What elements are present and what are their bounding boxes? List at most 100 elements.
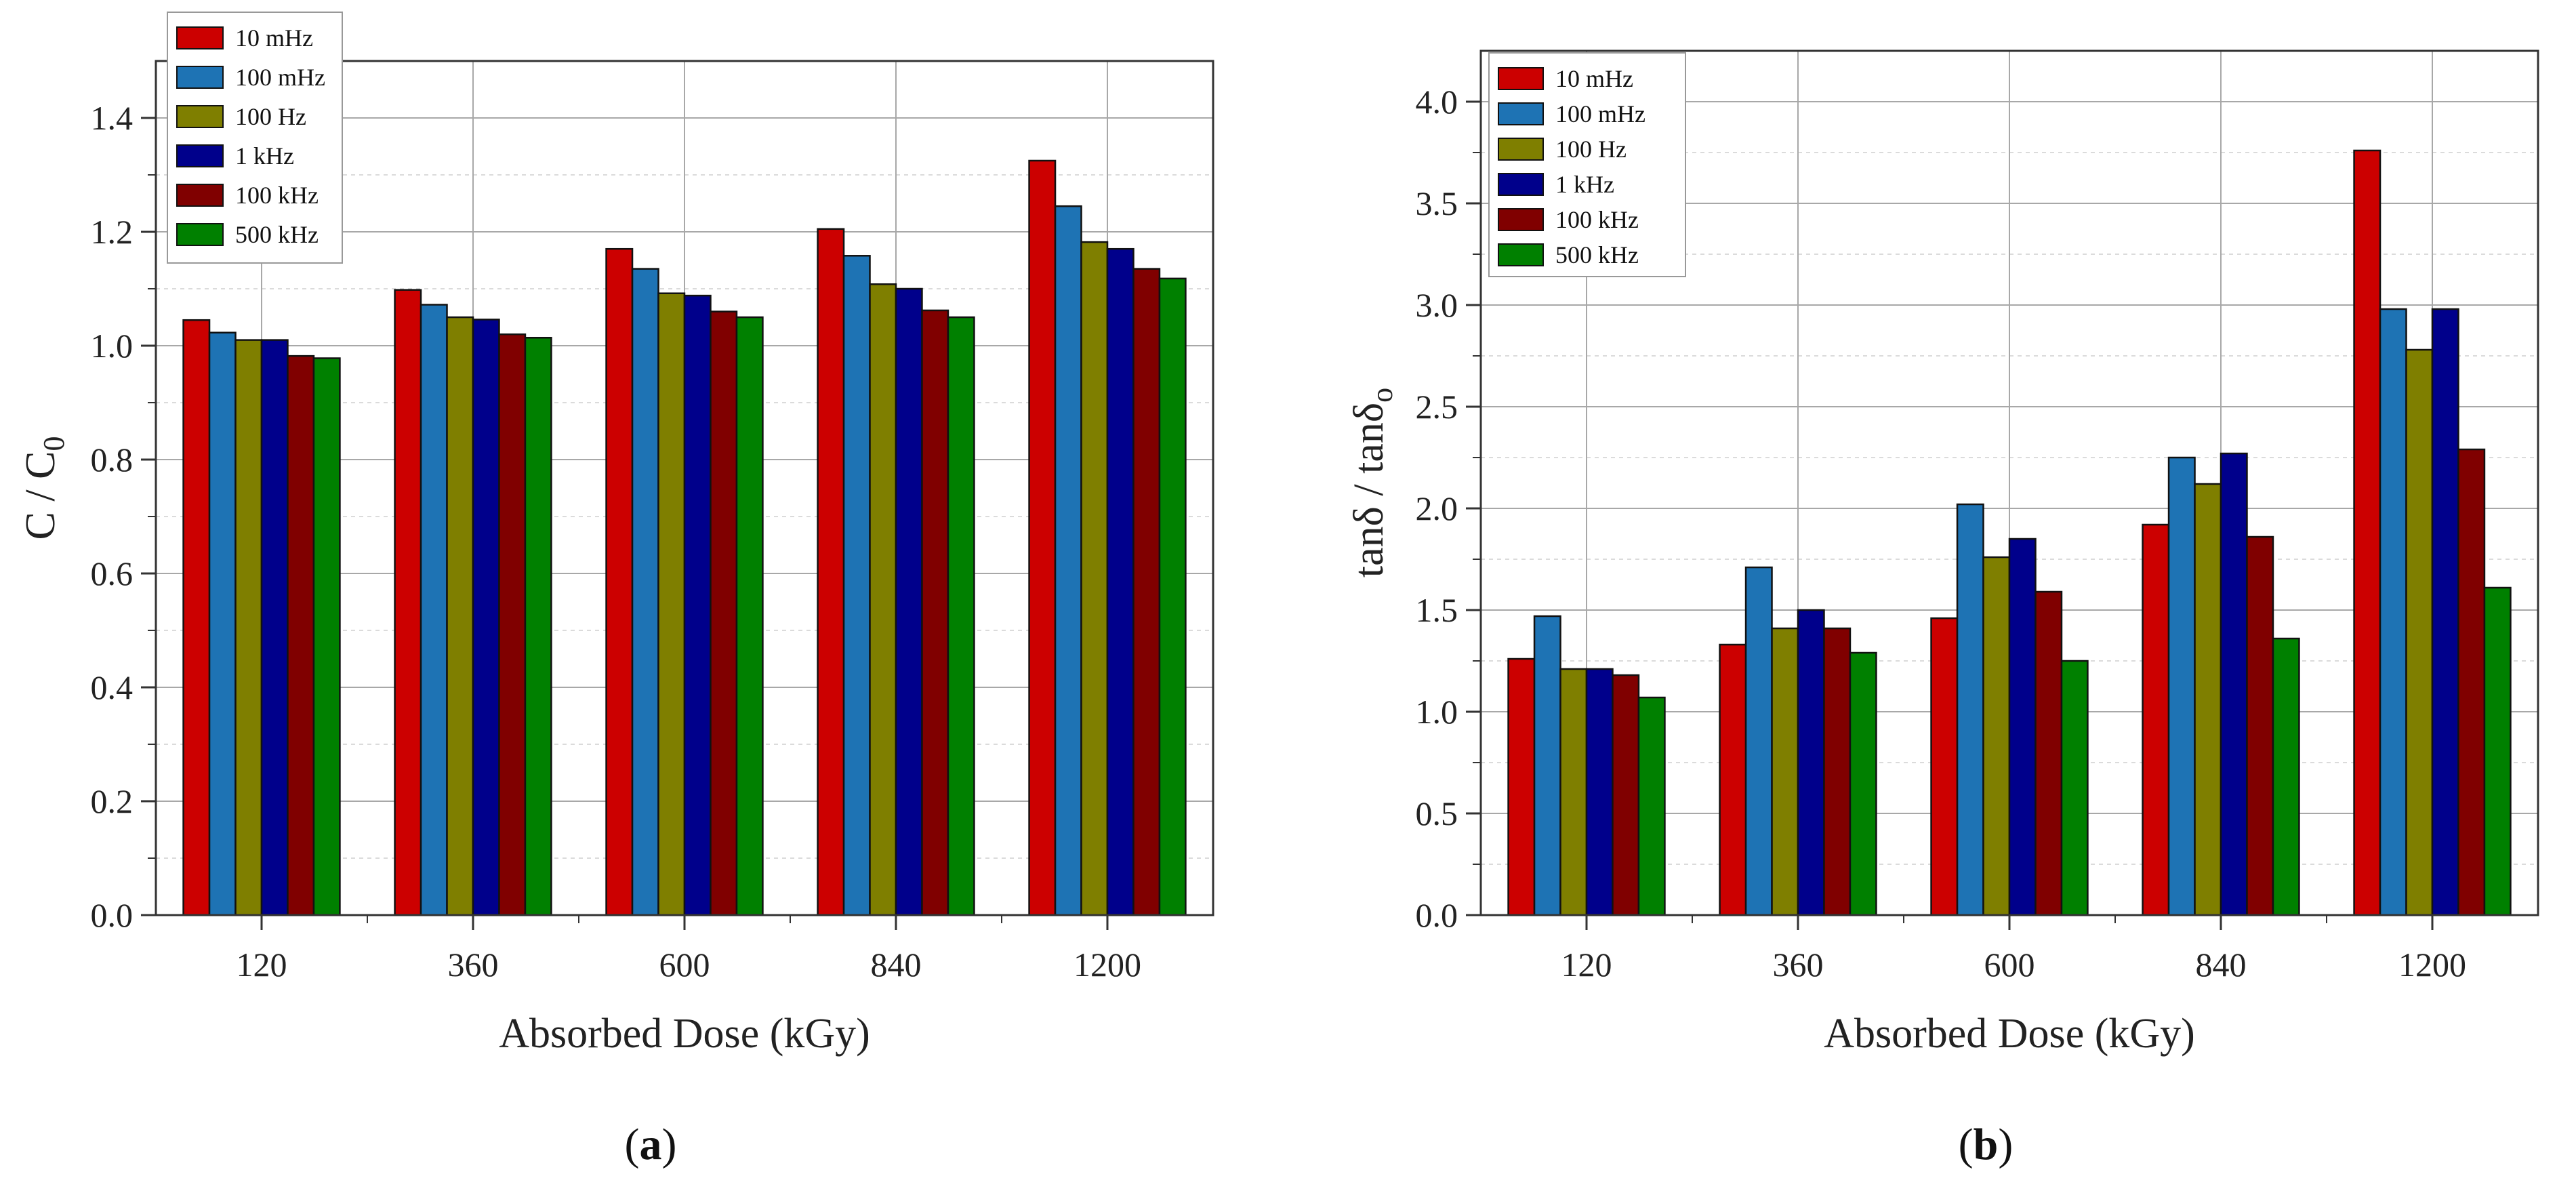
x-tick-label: 360: [1773, 946, 1824, 984]
bar: [2008, 538, 2037, 916]
legend-swatch: [176, 184, 224, 207]
legend-swatch: [176, 105, 224, 128]
x-tick-label: 120: [237, 946, 287, 984]
bar: [2379, 308, 2407, 916]
y-tick-label: 2.5: [1416, 388, 1458, 426]
bar: [234, 339, 263, 916]
bar: [842, 255, 871, 916]
legend-swatch: [176, 66, 224, 89]
y-tick-label: 0.5: [1416, 794, 1458, 832]
legend-label: 10 mHz: [235, 24, 313, 52]
panel-label-b: (b): [1959, 1120, 2013, 1169]
bar: [1585, 668, 1614, 916]
legend-swatch: [1498, 208, 1544, 231]
y-tick-label: 3.5: [1416, 184, 1458, 222]
bar: [2405, 348, 2434, 916]
x-tick-label: 1200: [2398, 946, 2466, 984]
ticks-b: [1466, 100, 2434, 930]
legend-label: 500 kHz: [235, 221, 319, 248]
bar: [2167, 456, 2196, 916]
legend-swatch: [1498, 67, 1544, 90]
bars-a: [182, 159, 1187, 916]
bar: [182, 319, 211, 916]
ticks-a: [141, 117, 1109, 930]
bar: [1823, 627, 1852, 916]
bar: [869, 283, 897, 916]
legend-label: 10 mHz: [1555, 65, 1633, 92]
x-tick-label: 840: [2196, 946, 2247, 984]
legend-swatch: [1498, 138, 1544, 161]
bar: [2220, 452, 2248, 916]
legend-swatch: [1498, 173, 1544, 196]
bar: [605, 247, 634, 916]
legend-label: 100 kHz: [235, 182, 319, 209]
bar: [2035, 590, 2063, 916]
y-tick-labels-a: 0.0 0.2 0.4 0.6 0.8 1.0 1.2 1.4: [91, 99, 134, 934]
legend-swatch: [176, 26, 224, 49]
bar: [498, 333, 527, 916]
y-tick-label: 0.4: [91, 668, 134, 706]
bar: [1930, 617, 1959, 916]
legend-label: 500 kHz: [1555, 241, 1639, 268]
bar: [2431, 308, 2459, 916]
bar: [1559, 668, 1588, 916]
bar: [1507, 658, 1536, 916]
y-tick-label: 1.4: [91, 99, 134, 137]
x-tick-label: 120: [1561, 946, 1612, 984]
bar: [895, 287, 923, 916]
bar: [2060, 660, 2089, 916]
legend-a: 10 mHz 100 mHz 100 Hz 1 kHz 100 kHz 500 kHz: [167, 12, 343, 264]
x-tick-labels-a: 120 360 600 840 1200: [237, 946, 1142, 984]
bar: [472, 319, 500, 916]
x-tick-label: 600: [659, 946, 710, 984]
legend-label: 1 kHz: [1555, 171, 1614, 198]
legend-b: 10 mHz 100 mHz 100 Hz 1 kHz 100 kHz 500 kHz: [1488, 52, 1686, 277]
bar: [1533, 615, 1561, 916]
bar: [2142, 523, 2170, 916]
x-tick-label: 600: [1984, 946, 2035, 984]
bar: [1637, 696, 1666, 916]
bar: [1054, 205, 1082, 916]
bar: [2272, 637, 2300, 916]
legend-swatch: [176, 223, 224, 246]
bar: [2353, 149, 2381, 916]
chart-panel-a: 0.00.20.40.60.81.01.21.4 120 360 600 840 120…: [18, 12, 1214, 1169]
legend-label: 100 mHz: [1555, 100, 1645, 127]
bar: [1956, 503, 1984, 916]
bar: [1612, 674, 1640, 916]
y-tick-labels-b: 0.0 0.5 1.0 1.5 2.0 2.5 3.0 3.5 4.0: [1416, 83, 1458, 934]
y-tick-label: 3.0: [1416, 286, 1458, 324]
bar: [260, 339, 289, 916]
legend-swatch: [1498, 102, 1544, 125]
bar: [1797, 609, 1825, 916]
bar: [1744, 566, 1773, 916]
bar: [446, 316, 474, 916]
bar: [420, 304, 448, 916]
x-tick-label: 360: [448, 946, 499, 984]
bar: [524, 336, 552, 916]
bar: [287, 355, 315, 916]
bar: [1849, 651, 1877, 916]
legend-label: 100 Hz: [235, 103, 306, 130]
y-tick-label: 0.2: [91, 782, 134, 820]
legend-swatch: [1498, 243, 1544, 266]
bar: [2483, 586, 2512, 916]
bar: [657, 292, 686, 916]
x-tick-labels-b: 120 360 600 840 1200: [1561, 946, 2467, 984]
legend-label: 100 mHz: [235, 64, 325, 91]
bar: [921, 309, 949, 916]
y-tick-label: 1.0: [91, 327, 134, 365]
bars-b: [1507, 149, 2512, 916]
y-tick-label: 2.0: [1416, 489, 1458, 527]
chart-panel-b: 0.0 0.5 1.0 1.5 2.0 2.5 3.0 3.5 4.0 120 360 600 840…: [1346, 49, 2539, 1169]
x-axis-title-a: Absorbed Dose (kGy): [499, 1011, 870, 1057]
bar: [1158, 277, 1187, 916]
legend-label: 100 Hz: [1555, 136, 1627, 163]
bar: [947, 316, 975, 916]
bar: [683, 294, 712, 916]
y-tick-label: 0.8: [91, 441, 134, 479]
y-tick-label: 0.0: [1416, 896, 1458, 934]
y-axis-title-b: tanδ / tanδo: [1346, 388, 1399, 578]
panel-label-a: (a): [625, 1120, 677, 1169]
